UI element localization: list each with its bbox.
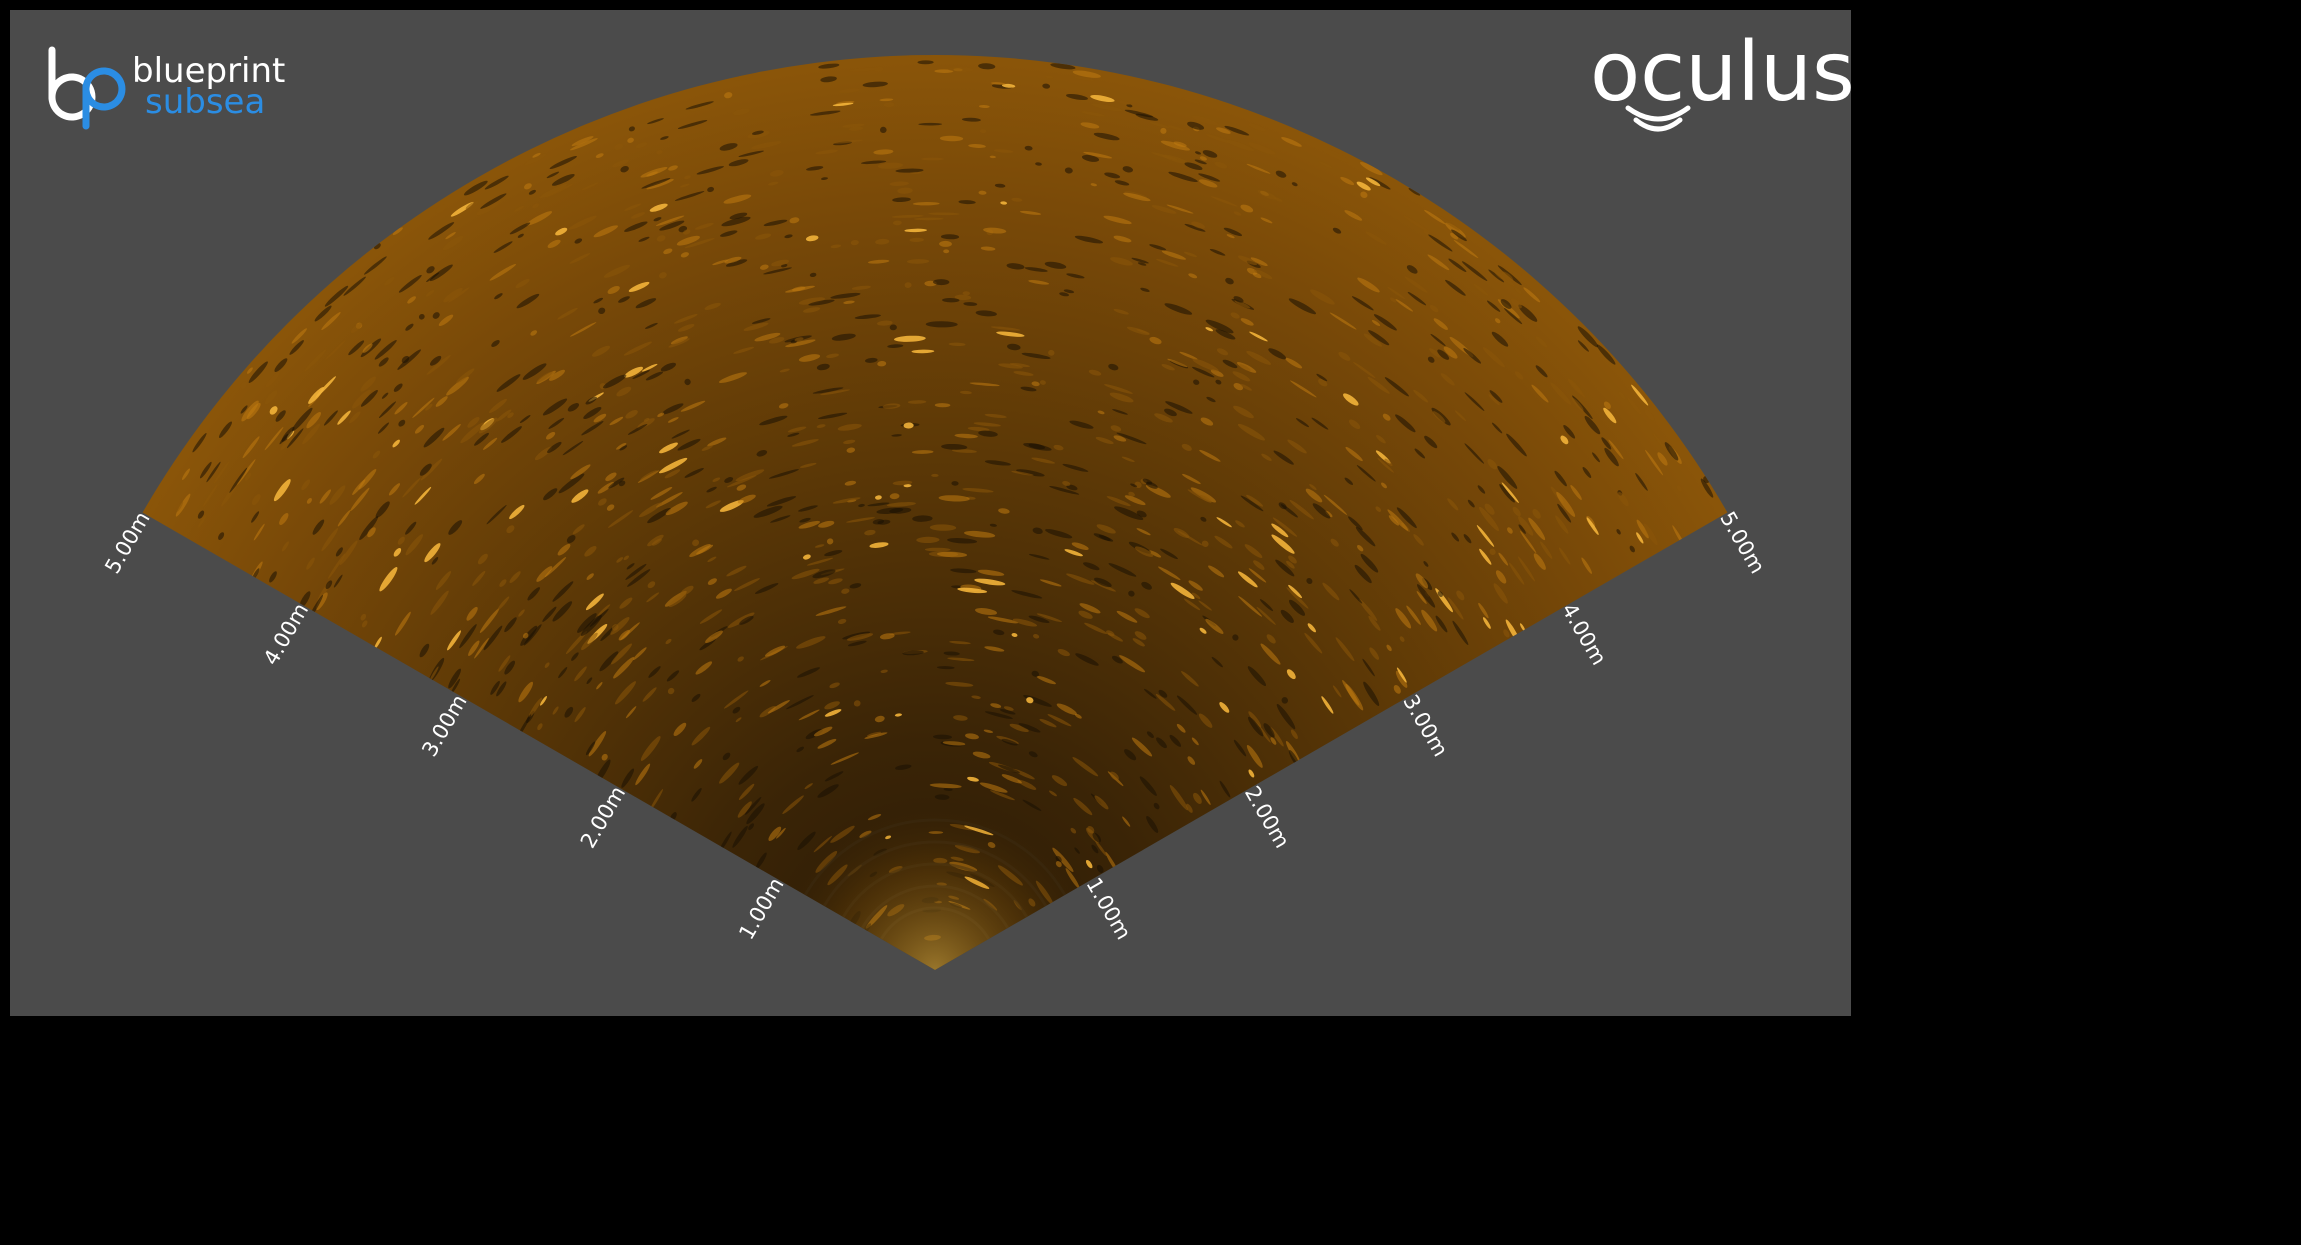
- sonar-fan: [142, 55, 1728, 970]
- right-range-label-5: 5.00m: [1715, 507, 1769, 577]
- logo-oculus-text: oculus: [1590, 25, 1851, 120]
- left-range-label-5: 5.00m: [100, 507, 154, 577]
- right-range-label-2: 2.00m: [1240, 782, 1294, 852]
- near-field-glow: [755, 790, 1115, 970]
- right-range-label-4: 4.00m: [1557, 599, 1611, 669]
- bp-monogram-icon: [48, 46, 126, 130]
- left-range-label-3: 3.00m: [417, 690, 471, 760]
- sonar-viewport[interactable]: 1.00m 2.00m 3.00m 4.00m 5.00m 1.00m 2.00…: [10, 10, 1851, 1016]
- left-range-label-2: 2.00m: [576, 782, 630, 852]
- logo-subsea-text: subsea: [145, 82, 265, 122]
- blueprint-subsea-logo: blueprint subsea: [48, 46, 285, 130]
- logo-blueprint-text: blueprint: [132, 51, 285, 91]
- right-range-label-3: 3.00m: [1398, 690, 1452, 760]
- left-range-label-1: 1.00m: [734, 873, 788, 943]
- left-range-label-4: 4.00m: [259, 599, 313, 669]
- sonar-fan-display[interactable]: 1.00m 2.00m 3.00m 4.00m 5.00m 1.00m 2.00…: [10, 10, 1851, 1016]
- right-range-label-1: 1.00m: [1081, 873, 1135, 943]
- sonar-wave-icon: [1625, 105, 1691, 132]
- oculus-logo: oculus: [1590, 25, 1851, 132]
